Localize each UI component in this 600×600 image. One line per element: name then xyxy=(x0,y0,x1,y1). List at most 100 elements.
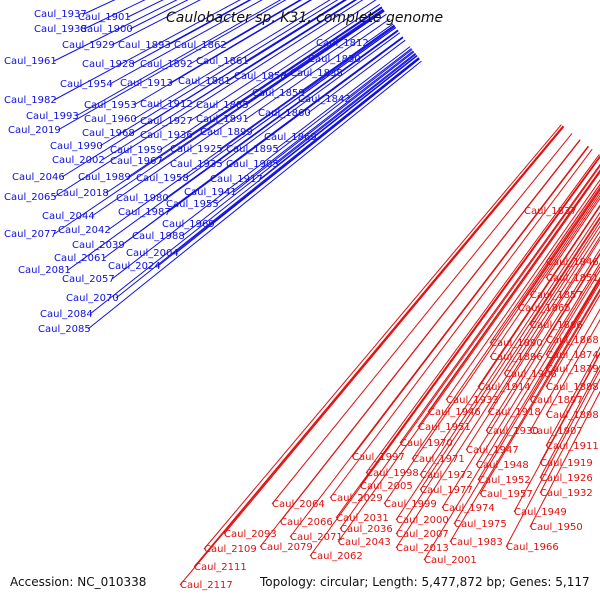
leader-line xyxy=(275,46,411,150)
gene-label: Caul_1918 xyxy=(488,407,541,418)
leader-line xyxy=(419,205,600,476)
gene-label: Caul_1927 xyxy=(140,116,193,127)
leader-line xyxy=(479,289,600,495)
leader-line xyxy=(159,3,381,151)
leader-line xyxy=(357,29,399,60)
gene-label: Caul_2057 xyxy=(62,274,115,285)
gene-label: Caul_1888 xyxy=(546,382,599,393)
leader-line xyxy=(411,186,600,460)
leader-line xyxy=(53,10,385,235)
gene-label: Caul_1951 xyxy=(418,422,471,433)
gene-label: Caul_1967 xyxy=(110,156,163,167)
gene-label: Caul_2044 xyxy=(42,211,95,222)
leader-line xyxy=(301,26,396,94)
leader-line xyxy=(453,279,600,525)
leader-line xyxy=(215,50,414,205)
gene-label: Caul_1911 xyxy=(546,441,599,452)
leader-line xyxy=(365,154,600,474)
genome-summary: Topology: circular; Length: 5,477,872 bp… xyxy=(259,575,590,589)
leader-line xyxy=(545,346,600,447)
leader-line xyxy=(179,125,564,586)
gene-label: Caul_1896 xyxy=(490,352,543,363)
gene-label: Caul_1949 xyxy=(514,507,567,518)
gene-label: Caul_2036 xyxy=(340,524,393,535)
gene-label: Caul_2042 xyxy=(58,225,111,236)
leader-line xyxy=(245,10,385,106)
gene-label: Caul_2024 xyxy=(108,261,161,272)
leader-line xyxy=(109,0,263,85)
gene-label: Caul_1860 xyxy=(258,108,311,119)
leader-line xyxy=(181,53,416,237)
gene-label: Caul_2117 xyxy=(180,580,233,591)
gene-label: Caul_1937 xyxy=(34,9,87,20)
gene-label: Caul_2046 xyxy=(12,172,65,183)
gene-label: Caul_1865 xyxy=(518,303,571,314)
gene-label: Caul_1989 xyxy=(78,172,131,183)
leader-line xyxy=(53,0,178,62)
leader-line xyxy=(127,0,164,18)
leader-line xyxy=(441,253,600,509)
gene-label: Caul_1977 xyxy=(420,485,473,496)
leader-line xyxy=(259,55,418,180)
leader-line xyxy=(167,0,252,46)
gene-label: Caul_2013 xyxy=(396,543,449,554)
gene-label: Caul_2019 xyxy=(8,125,61,136)
gene-label: Caul_1957 xyxy=(480,489,533,500)
gene-label: Caul_2065 xyxy=(4,192,57,203)
gene-label: Caul_1859 xyxy=(252,88,305,99)
leader-line xyxy=(133,0,331,120)
leader-line xyxy=(127,6,383,178)
leader-line xyxy=(227,0,358,82)
gene-label: Caul_2085 xyxy=(38,324,91,335)
gene-label: Caul_1941 xyxy=(184,187,237,198)
gene-label: Caul_2061 xyxy=(54,253,107,264)
leader-line xyxy=(475,262,600,466)
gene-label: Caul_1975 xyxy=(454,519,507,530)
leader-line xyxy=(245,18,391,120)
gene-label: Caul_1842 xyxy=(298,94,351,105)
leader-line xyxy=(245,0,346,62)
leader-line xyxy=(399,163,600,444)
leader-line xyxy=(75,0,282,117)
gene-label: Caul_2001 xyxy=(424,555,477,566)
leader-line xyxy=(57,0,287,131)
leader-line xyxy=(129,0,189,30)
gene-label: Caul_2007 xyxy=(396,529,449,540)
gene-label: Caul_1846 xyxy=(546,257,599,268)
gene-label: Caul_1999 xyxy=(384,499,437,510)
gene-label: Caul_1906 xyxy=(504,369,557,380)
gene-label: Caul_1955 xyxy=(166,199,219,210)
gene-label: Caul_1900 xyxy=(80,24,133,35)
gene-label: Caul_1899 xyxy=(200,127,253,138)
leader-line xyxy=(189,0,301,65)
leader-line xyxy=(365,23,394,44)
gene-label: Caul_1919 xyxy=(540,458,593,469)
gene-label: Caul_1988 xyxy=(132,231,185,242)
leader-line xyxy=(83,0,146,30)
leader-line xyxy=(339,165,600,530)
gene-label: Caul_1830 xyxy=(308,54,361,65)
gene-label: Caul_2109 xyxy=(204,544,257,555)
gene-label: Caul_1812 xyxy=(316,38,369,49)
leader-line xyxy=(283,8,384,77)
gene-label: Caul_1895 xyxy=(226,144,279,155)
gene-label: Caul_1926 xyxy=(540,473,593,484)
leader-line xyxy=(417,169,600,428)
leader-line xyxy=(539,377,600,494)
leader-line xyxy=(289,145,589,538)
gene-label: Caul_1980 xyxy=(116,193,169,204)
gene-label: Caul_1857 xyxy=(530,290,583,301)
gene-label: Caul_1866 xyxy=(530,320,583,331)
leader-line xyxy=(53,0,241,101)
leader-line xyxy=(271,133,573,505)
gene-label: Caul_2039 xyxy=(72,240,125,251)
gene-label: Caul_2093 xyxy=(224,529,277,540)
gene-label: Caul_1966 xyxy=(506,542,559,553)
gene-label: Caul_2064 xyxy=(272,499,325,510)
gene-label: Caul_2018 xyxy=(56,188,109,199)
gene-label: Caul_2071 xyxy=(290,532,343,543)
leader-line xyxy=(233,51,415,193)
leader-line xyxy=(351,146,589,458)
